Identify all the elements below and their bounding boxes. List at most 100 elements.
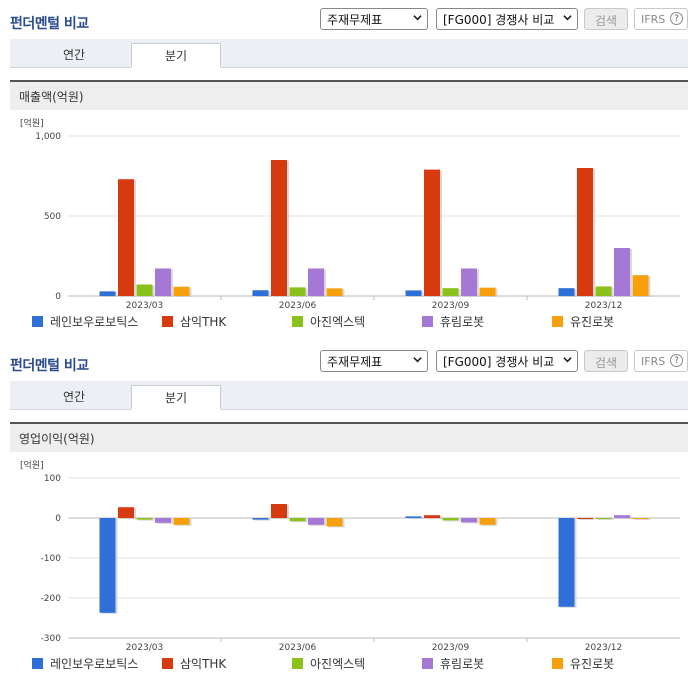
legend-swatch	[32, 316, 43, 327]
bar-shadow	[138, 519, 155, 521]
bar[interactable]	[99, 291, 116, 296]
period-tabs: 연간 분기	[10, 39, 688, 68]
bar[interactable]	[308, 518, 324, 525]
section-title: 매출액(억원)	[10, 80, 688, 110]
legend-swatch	[292, 316, 303, 327]
x-tick-label: 2023/12	[585, 301, 622, 310]
bar[interactable]	[173, 286, 190, 296]
bar[interactable]	[442, 518, 459, 521]
bar[interactable]	[479, 287, 496, 296]
bar[interactable]	[442, 288, 459, 296]
bar[interactable]	[136, 284, 153, 296]
bar[interactable]	[99, 518, 116, 613]
legend-item[interactable]: 삼익THK	[162, 313, 226, 330]
bar[interactable]	[614, 248, 630, 296]
tab-quarterly[interactable]: 분기	[131, 43, 221, 68]
legend-item[interactable]: 휴림로봇	[422, 313, 484, 330]
legend-item[interactable]: 유진로봇	[552, 655, 614, 672]
bar[interactable]	[289, 287, 306, 296]
revenue-chart: [억원] 0 500 1,000 2023/03 2023/06 2023/09 2023/1…	[20, 117, 680, 310]
legend-swatch	[292, 658, 303, 669]
legend-item[interactable]: 아진엑스텍	[292, 655, 365, 672]
bar[interactable]	[271, 160, 287, 296]
y-unit-label: [억원]	[20, 117, 44, 129]
bar[interactable]	[424, 515, 440, 518]
bar[interactable]	[136, 518, 153, 520]
x-tick-label: 2023/03	[126, 643, 163, 652]
ifrs-help-button[interactable]: IFRS ?	[634, 8, 688, 30]
bar[interactable]	[326, 288, 343, 296]
panel-title: 펀더멘털 비교	[10, 16, 89, 32]
legend-item[interactable]: 삼익THK	[162, 655, 226, 672]
bar[interactable]	[155, 268, 171, 296]
legend-label: 삼익THK	[180, 657, 227, 671]
comparison-select-value: [FG000] 경쟁사 비교	[443, 13, 555, 27]
bar[interactable]	[632, 518, 649, 519]
legend-label: 레인보우로보틱스	[50, 315, 139, 329]
bar-shadow	[407, 517, 424, 519]
search-button[interactable]: 검색	[584, 350, 628, 372]
bar[interactable]	[577, 168, 593, 296]
chevron-down-icon	[413, 15, 422, 21]
help-icon: ?	[670, 354, 683, 367]
bar[interactable]	[326, 518, 343, 527]
bar[interactable]	[461, 268, 477, 296]
bar[interactable]	[461, 518, 477, 523]
bar[interactable]	[632, 275, 649, 296]
comparison-select[interactable]: [FG000] 경쟁사 비교	[436, 350, 578, 372]
bar[interactable]	[252, 290, 269, 296]
y-tick-label: -200	[41, 594, 62, 604]
comparison-select[interactable]: [FG000] 경쟁사 비교	[436, 8, 578, 30]
tab-quarterly[interactable]: 분기	[131, 385, 221, 410]
bar[interactable]	[614, 515, 630, 518]
bar[interactable]	[252, 518, 269, 520]
bar[interactable]	[118, 179, 134, 296]
legend-item[interactable]: 유진로봇	[552, 313, 614, 330]
legend-item[interactable]: 휴림로봇	[422, 655, 484, 672]
x-tick-label: 2023/12	[585, 643, 622, 652]
operating-profit-chart: [억원] -300 -200 -100 0 100 2023/03 2023/06 2023/0…	[20, 459, 680, 652]
legend-label: 유진로봇	[570, 657, 615, 671]
bar[interactable]	[289, 518, 306, 522]
x-tick-label: 2023/06	[279, 643, 317, 652]
bar[interactable]	[173, 518, 190, 525]
operating-profit-legend: 레인보우로보틱스 삼익THK 아진엑스텍 휴림로봇 유진로봇	[0, 655, 696, 671]
bar[interactable]	[308, 268, 324, 296]
bar[interactable]	[558, 518, 575, 607]
statement-select[interactable]: 주재무제표	[320, 350, 428, 372]
y-tick-label: -100	[41, 554, 62, 564]
bar[interactable]	[271, 504, 287, 518]
legend-swatch	[32, 658, 43, 669]
legend-swatch	[422, 316, 433, 327]
bar[interactable]	[595, 518, 612, 519]
tab-annual[interactable]: 연간	[62, 390, 86, 404]
legend-item[interactable]: 레인보우로보틱스	[32, 313, 138, 330]
statement-select-value: 주재무제표	[327, 13, 383, 27]
bar[interactable]	[155, 518, 171, 523]
bar[interactable]	[424, 169, 440, 296]
ifrs-label: IFRS	[641, 355, 666, 368]
statement-select[interactable]: 주재무제표	[320, 8, 428, 30]
legend-item[interactable]: 레인보우로보틱스	[32, 655, 138, 672]
legend-swatch	[552, 316, 563, 327]
bar[interactable]	[558, 288, 575, 296]
bar[interactable]	[405, 516, 422, 518]
ifrs-help-button[interactable]: IFRS ?	[634, 350, 688, 372]
bar[interactable]	[595, 286, 612, 296]
panel-title: 펀더멘털 비교	[10, 358, 89, 374]
tab-annual[interactable]: 연간	[62, 48, 86, 62]
bar[interactable]	[479, 518, 496, 525]
bar[interactable]	[118, 507, 134, 518]
search-button[interactable]: 검색	[584, 8, 628, 30]
bar-shadow	[597, 519, 614, 520]
legend-item[interactable]: 아진엑스텍	[292, 313, 365, 330]
bar[interactable]	[577, 518, 593, 519]
revenue-legend: 레인보우로보틱스 삼익THK 아진엑스텍 휴림로봇 유진로봇	[0, 313, 696, 329]
bar[interactable]	[405, 290, 422, 296]
panel-header: 펀더멘털 비교 주재무제표 [FG000] 경쟁사 비교 검색 IFRS ?	[0, 342, 696, 378]
legend-label: 유진로봇	[570, 315, 615, 329]
x-tick-label: 2023/06	[279, 301, 317, 310]
x-tick-label: 2023/09	[432, 643, 470, 652]
y-tick-label: -300	[41, 634, 62, 644]
y-tick-label: 0	[55, 514, 61, 524]
